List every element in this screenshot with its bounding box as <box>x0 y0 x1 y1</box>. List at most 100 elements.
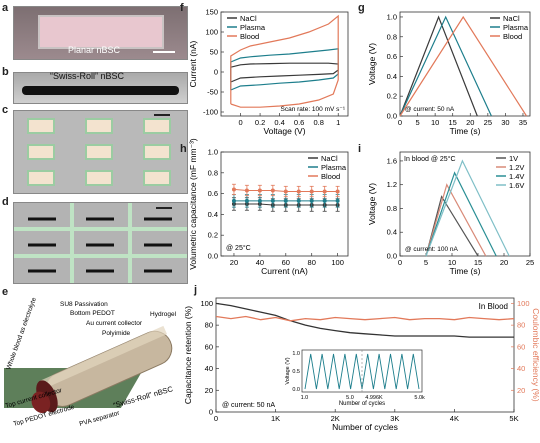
x-tick-label-j: 1K <box>271 414 280 423</box>
cap-point-plasma <box>309 198 314 203</box>
gcd-curve-nacl <box>399 15 478 117</box>
panel-h-label: h <box>180 143 187 155</box>
legend-label-h: Plasma <box>321 163 347 172</box>
x-tick-label-g: 15 <box>449 118 457 127</box>
legend-label-f: Plasma <box>240 23 266 32</box>
legend-label-i: 1.6V <box>509 181 524 190</box>
y-tick-label-f: 50 <box>210 48 218 57</box>
legend-label-i: 1.4V <box>509 172 524 181</box>
device-array-graphic <box>27 114 171 186</box>
plot-frame-h <box>220 151 349 257</box>
x-tick-label-g: 0 <box>398 118 402 127</box>
y2-tick-label-j: 80 <box>517 321 525 330</box>
y-tick-label-i: 0.4 <box>387 228 397 237</box>
y-tick-label-f: -50 <box>207 88 218 97</box>
cap-point-blood <box>257 188 262 193</box>
y-axis-label-h: Volumetric capacitance (mF mm⁻³) <box>188 138 198 270</box>
y-axis-label-f: Current (nA) <box>188 40 198 87</box>
inset-y-tick-label: 1.0 <box>292 351 300 357</box>
y2-tick-label-j: 60 <box>517 342 525 351</box>
panel-a-label: a <box>2 2 9 14</box>
x-tick-label-f: 0.4 <box>274 118 284 127</box>
inset-x-tick-label: 1.0 <box>301 395 309 401</box>
planar-device-pad <box>38 15 164 49</box>
legend-label-h: Blood <box>321 172 340 181</box>
y-tick-label-j: 60 <box>205 342 213 351</box>
callout-hydrogel: Hydrogel <box>150 311 177 318</box>
y2-axis-label-j: Coulombic efficiency (%) <box>531 308 540 402</box>
plot-title-i: In blood @ 25°C <box>404 155 456 163</box>
x-axis-label-h: Current (nA) <box>261 266 308 276</box>
y-tick-label-j: 100 <box>200 299 213 308</box>
x-tick-label-i: 20 <box>500 258 508 267</box>
rolled-array-graphic <box>14 203 187 283</box>
y-axis-label-i: Voltage (V) <box>367 183 377 225</box>
y-tick-label-f: 150 <box>205 8 218 17</box>
cycling-curve-left <box>215 302 514 338</box>
y-tick-label-i: 1.6 <box>387 156 397 165</box>
x-tick-label-g: 35 <box>519 118 527 127</box>
inset-x-tick-label: 5.0k <box>414 395 425 401</box>
plot-frame-f <box>220 11 349 117</box>
cap-point-plasma <box>270 198 275 203</box>
legend-label-i: 1V <box>509 154 518 163</box>
x-tick-label-f: 0 <box>238 118 242 127</box>
y-tick-label-g: 0.6 <box>387 52 397 61</box>
x-tick-label-i: 15 <box>474 258 482 267</box>
x-axis-label-i: Time (s) <box>450 266 481 276</box>
y-tick-label-g: 0.4 <box>387 72 397 81</box>
cap-point-plasma <box>283 198 288 203</box>
inset-x-tick-label: 5.0 <box>346 395 354 401</box>
x-tick-label-h: 20 <box>230 258 238 267</box>
plot-frame-g <box>399 11 531 117</box>
annotation-j: @ current: 50 nA <box>222 402 275 409</box>
y-tick-label-h: 0.8 <box>208 168 218 177</box>
y-tick-label-j: 80 <box>205 321 213 330</box>
cap-point-blood <box>244 188 249 193</box>
x-tick-label-i: 0 <box>398 258 402 267</box>
panel-e-label: e <box>2 286 9 298</box>
callout-polyimide: Polyimide <box>102 330 131 337</box>
y-tick-label-j: 40 <box>205 364 213 373</box>
inset-y-tick-label: 0.5 <box>292 369 300 375</box>
cap-point-blood <box>335 189 340 194</box>
y-tick-label-h: 0.6 <box>208 189 218 198</box>
x-tick-label-f: 0.8 <box>313 118 323 127</box>
x-tick-label-j: 3K <box>390 414 399 423</box>
x-tick-label-h: 80 <box>308 258 316 267</box>
y-tick-label-g: 1.0 <box>387 12 397 21</box>
x-tick-label-g: 10 <box>431 118 439 127</box>
plot-frame-i <box>399 151 531 257</box>
y-tick-label-h: 0.2 <box>208 231 218 240</box>
y-tick-label-h: 0.4 <box>208 210 218 219</box>
cap-point-blood <box>231 187 236 192</box>
y-tick-label-f: 0 <box>214 68 218 77</box>
inset-gcd-trace <box>304 353 420 390</box>
gcd-curve-blood <box>399 15 528 117</box>
panel-d-label: d <box>2 196 9 208</box>
x-tick-label-i: 10 <box>448 258 456 267</box>
cv-curve-blood <box>230 14 339 108</box>
cycling-curve-right <box>215 315 515 322</box>
inset-x-axis-label: Number of cycles <box>339 401 385 407</box>
cap-point-plasma <box>322 198 327 203</box>
x-tick-label-h: 40 <box>256 258 264 267</box>
y-tick-label-f: 100 <box>205 28 218 37</box>
x-tick-label-g: 25 <box>484 118 492 127</box>
swiss-roll-tube <box>22 86 179 95</box>
y-tick-label-g: 0.2 <box>387 92 397 101</box>
rolled-array-photo <box>13 202 188 284</box>
cap-point-blood <box>322 189 327 194</box>
y-tick-label-i: 0.8 <box>387 204 397 213</box>
plot-frame-j <box>215 297 515 413</box>
annotation-f: Scan rate: 100 mV s⁻¹ <box>281 106 346 113</box>
panel-f-label: f <box>180 2 184 14</box>
cap-point-plasma <box>231 198 236 203</box>
x-axis-label-j: Number of cycles <box>332 422 398 432</box>
annotation-h: @ 25°C <box>226 244 251 252</box>
gcd-curve-plasma <box>399 15 492 117</box>
cap-point-plasma <box>335 198 340 203</box>
callout-au-collector: Au current collector <box>86 320 143 327</box>
inset-y-axis-label: Voltage (V) <box>285 357 291 384</box>
